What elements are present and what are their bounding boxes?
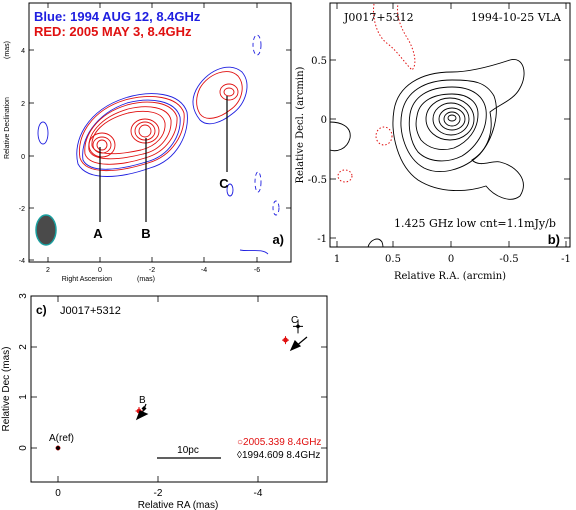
c-ylabel: Relative Dec (mas) [1,346,12,431]
b-ytick-label: -0.5 [308,175,327,186]
a-label-C: C [219,176,229,191]
panel-c: 0 -2 -4 0 1 2 3 Relative RA (mas) Relati… [1,293,328,510]
a-panel-tag: a) [272,232,284,247]
a-ytick-label: 0 [21,154,25,161]
b-ytick-label: 0 [321,115,327,126]
panel-b-ticks [330,3,570,247]
a-ylabel: Relative Declination [4,97,11,159]
b-xtick-label: 1 [334,254,340,265]
c-xtick-label: -4 [254,488,263,499]
b-xtick-label: -0.5 [499,254,518,265]
c-label-A: A(ref) [49,433,74,444]
panel-b-tick-labels: 1 0.5 0 -0.5 -1 0.5 0 -0.5 -1 [308,56,571,265]
panel-c-data-marks [55,319,303,451]
b-xlabel: Relative R.A. (arcmin) [394,271,506,282]
a-ytick-label: -4 [19,258,25,265]
component-pointers [99,96,228,222]
panel-b: 1 0.5 0 -0.5 -1 0.5 0 -0.5 -1 Relative R… [295,2,571,282]
panel-a: 2 0 -2 -4 -6 4 2 0 -2 -4 Right Ascension… [4,2,292,283]
c-label-C: C [291,315,298,326]
a-xlabel: Right Ascension [62,276,112,283]
panel-c-frame [30,295,328,483]
errorbar-2005-c [282,336,289,345]
scale-bar-label: 10pc [177,445,199,456]
b-xtick-label: -1 [561,254,571,265]
c-ytick-label: 1 [18,394,29,400]
c-panel-tag: c) [36,303,47,317]
b-source-label: J0017+5312 [343,11,414,24]
b-caption: 1.425 GHz low cnt=1.1mJy/b [394,217,556,230]
a-xtick-label: -2 [149,267,155,274]
a-xtick-label: -4 [201,267,207,274]
c-ytick-label: 0 [18,445,29,451]
red-contours [78,71,243,172]
b-panel-tag: b) [548,232,560,247]
a-ytick-label: -2 [19,206,25,213]
a-ytick-label: 2 [21,101,25,108]
beam-ellipse [35,214,57,246]
a-yunit: (mas) [4,41,11,59]
c-source-label: J0017+5312 [60,305,121,317]
arrow-B-head [135,410,149,421]
b-xtick-label: 0.5 [385,254,401,265]
c-legend-red: ○2005.339 8.4GHz [237,437,321,448]
a-label-B: B [141,226,150,241]
b-xtick-label: 0 [448,254,454,265]
arrow-C-head [289,339,302,352]
c-legend-black: ◊1994.609 8.4GHz [237,450,320,461]
b-ylabel: Relative Decl. (arcmin) [295,66,306,183]
blue-contours [37,34,280,255]
panel-a-ticks [29,3,291,262]
legend-blue: Blue: 1994 AUG 12, 8.4GHz [34,9,201,24]
c-ytick-label: 2 [18,344,29,350]
panel-c-tick-labels: 0 -2 -4 0 1 2 3 [18,293,263,499]
b-ytick-label: -1 [317,234,327,245]
a-ytick-label: 4 [21,48,25,55]
legend-red: RED: 2005 MAY 3, 8.4GHz [34,24,192,39]
vla-negative-contours [337,3,416,183]
panel-a-tick-labels: 2 0 -2 -4 -6 4 2 0 -2 -4 [19,48,260,274]
panel-c-ticks [31,295,327,482]
c-xtick-label: -2 [154,488,163,499]
b-ytick-label: 0.5 [311,56,327,67]
c-xlabel: Relative RA (mas) [138,500,219,510]
a-xtick-label: -6 [254,267,260,274]
vla-contours [329,59,525,248]
panel-b-frame [329,2,571,248]
a-xtick-label: 0 [98,267,102,274]
panel-a-frame [28,2,292,263]
b-date-label: 1994-10-25 VLA [471,11,562,24]
motion-arrows [135,336,308,421]
errorbar-1994-c [293,319,303,334]
point-1994-aref [55,445,61,451]
a-label-A: A [93,226,103,241]
c-label-B: B [139,395,146,406]
c-ytick-label: 3 [18,293,29,299]
c-xtick-label: 0 [55,488,61,499]
a-xunit: (mas) [137,276,155,283]
a-xtick-label: 2 [46,267,50,274]
